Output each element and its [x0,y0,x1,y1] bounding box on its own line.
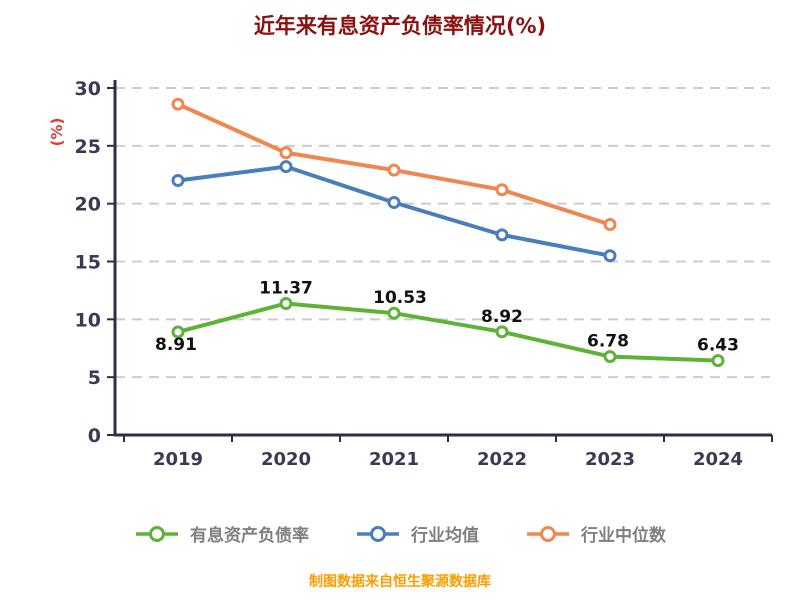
x-tick-label: 2019 [153,449,203,470]
legend-line-marker-icon [357,525,399,542]
data-point [171,97,185,111]
legend-line-marker-icon [527,525,569,542]
data-point [387,163,401,177]
x-tick-label: 2022 [477,449,527,470]
x-tick-label: 2020 [261,449,311,470]
value-label: 6.78 [587,332,629,352]
data-point [279,160,293,174]
legend-line-marker-icon [136,525,178,542]
y-tick-label: 5 [88,367,101,389]
data-point [495,183,509,197]
chart-title: 近年来有息资产负债率情况(%) [253,14,547,38]
data-point [603,217,617,231]
legend-item-industry-mean[interactable]: 行业均值 [355,521,479,546]
legend-item-main-series[interactable]: 有息资产负债率 [134,521,309,546]
y-tick-label: 0 [88,425,101,447]
value-label: 11.37 [259,278,313,298]
x-tick-label: 2024 [693,449,743,470]
value-label: 6.43 [697,336,739,356]
y-axis-unit-label: (%) [48,118,66,147]
data-point [387,306,401,320]
data-point [279,296,293,310]
data-point [279,146,293,160]
y-tick-label: 10 [75,309,101,331]
legend-label: 有息资产负债率 [190,526,309,546]
data-point [495,228,509,242]
y-tick-label: 20 [75,194,101,216]
legend: 有息资产负债率 行业均值 行业中位数 [0,521,800,546]
data-source-note: 制图数据来自恒生聚源数据库 [309,574,491,590]
legend-label: 行业均值 [411,526,479,546]
series-line-0 [176,301,720,363]
x-tick-label: 2023 [585,449,635,470]
line-chart: 0 5 10 15 20 25 30 2019 2020 2021 2022 2023 2024 (%) 8… [48,78,773,470]
data-point [171,325,185,339]
data-point [387,196,401,210]
legend-label: 行业中位数 [581,526,666,546]
value-label: 8.92 [481,307,523,327]
legend-item-industry-median[interactable]: 行业中位数 [525,521,666,546]
data-point [171,174,185,188]
value-label: 10.53 [373,288,427,308]
value-label: 8.91 [155,335,197,355]
y-tick-label: 25 [75,136,101,158]
data-point [711,354,725,368]
data-point [495,325,509,339]
data-point [603,249,617,263]
x-tick-label: 2021 [369,449,419,470]
series-line-1 [176,164,612,258]
data-point [603,350,617,364]
y-tick-label: 30 [75,78,101,100]
y-tick-label: 15 [75,252,101,274]
